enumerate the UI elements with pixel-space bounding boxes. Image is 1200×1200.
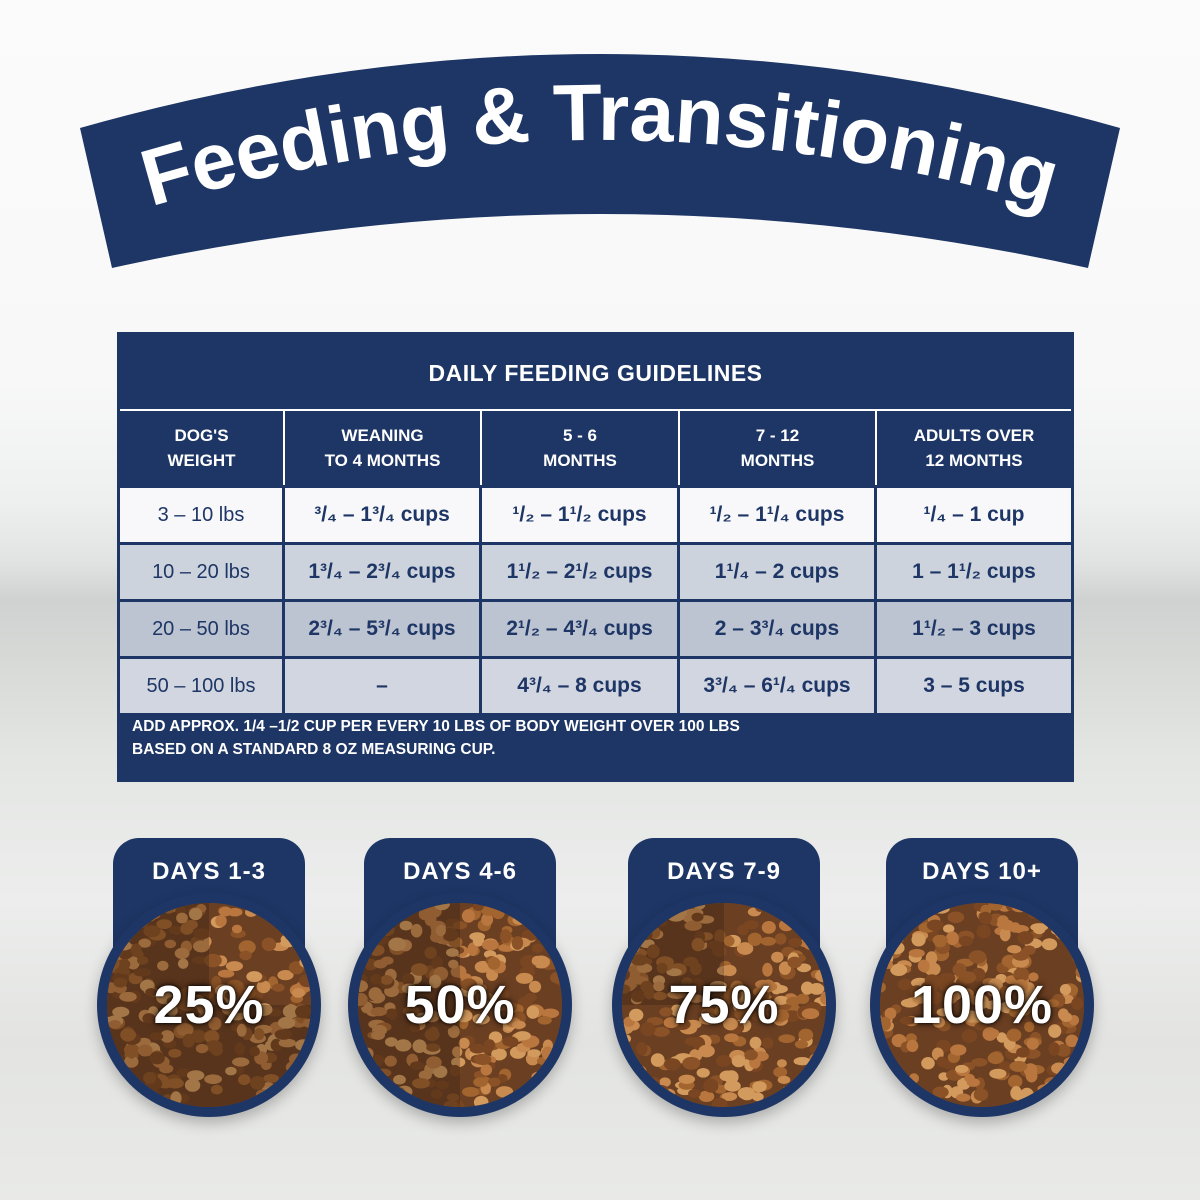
food-bowl: 75% <box>612 893 836 1117</box>
header-cell-line: ADULTS OVER <box>913 426 1035 445</box>
cups-cell: 2¹/₂ – 4³/₄ cups <box>482 599 680 656</box>
kibble-fill: 75% <box>622 903 826 1107</box>
kibble-fill: 100% <box>880 903 1084 1107</box>
table-row: 10 – 20 lbs 1³/₄ – 2³/₄ cups 1¹/₂ – 2¹/₂ c… <box>120 542 1071 599</box>
cups-cell: 3³/₄ – 6¹/₄ cups <box>680 656 877 713</box>
header-cell-line: 12 MONTHS <box>925 451 1023 470</box>
cups-cell: 1¹/₄ – 2 cups <box>680 542 877 599</box>
cups-cell: ¹/₂ – 1¹/₄ cups <box>680 485 877 542</box>
table-title: DAILY FEEDING GUIDELINES <box>428 359 763 386</box>
transition-percent: 75% <box>668 975 780 1035</box>
table-header-row: DOG'S WEIGHT WEANING TO 4 MONTHS 5 - 6 MONTHS… <box>120 409 1071 485</box>
transition-percent: 25% <box>153 975 265 1035</box>
cups-cell: – <box>285 656 482 713</box>
transition-percent: 100% <box>910 975 1054 1035</box>
table-footnote: ADD APPROX. 1/4 –1/2 CUP PER EVERY 10 LB… <box>132 715 1062 761</box>
weight-cell: 10 – 20 lbs <box>120 542 285 599</box>
kibble-texture <box>358 903 562 1107</box>
cups-cell: ³/₄ – 1³/₄ cups <box>285 485 482 542</box>
header-cell: WEANING TO 4 MONTHS <box>285 409 482 485</box>
cups-cell: 3 – 5 cups <box>877 656 1071 713</box>
transition-days-label: DAYS 1-3 <box>152 858 266 885</box>
weight-cell: 20 – 50 lbs <box>120 599 285 656</box>
table-row: 50 – 100 lbs –4³/₄ – 8 cups 3³/₄ – 6¹/₄ cu… <box>120 656 1071 713</box>
transition-days-label: DAYS 10+ <box>922 858 1042 885</box>
kibble-texture <box>880 903 1084 1107</box>
food-bowl: 100% <box>870 893 1094 1117</box>
header-cell: 7 - 12 MONTHS <box>680 409 877 485</box>
title-banner: Feeding & Transitioning <box>0 0 1200 300</box>
footnote-line-2: BASED ON A STANDARD 8 OZ MEASURING CUP. <box>132 741 496 758</box>
header-cell-line: WEIGHT <box>167 451 236 470</box>
kibble-fill: 25% <box>107 903 311 1107</box>
cups-cell: ¹/₄ – 1 cup <box>877 485 1071 542</box>
header-cell-line: MONTHS <box>740 451 815 470</box>
table-row: 20 – 50 lbs 2³/₄ – 5³/₄ cups 2¹/₂ – 4³/₄ c… <box>120 599 1071 656</box>
cups-cell: 1 – 1¹/₂ cups <box>877 542 1071 599</box>
kibble-texture <box>107 903 311 1107</box>
header-cell-line: 5 - 6 <box>562 426 597 445</box>
cups-cell: 4³/₄ – 8 cups <box>482 656 680 713</box>
header-cell-line: DOG'S <box>174 426 229 445</box>
old-food-portion <box>622 903 724 1005</box>
cups-cell: 1¹/₂ – 2¹/₂ cups <box>482 542 680 599</box>
transition-days-label: DAYS 4-6 <box>403 858 517 885</box>
cups-cell: ¹/₂ – 1¹/₂ cups <box>482 485 680 542</box>
old-food-portion <box>358 903 460 1107</box>
transition-percent: 50% <box>404 975 516 1035</box>
cups-cell: 1¹/₂ – 3 cups <box>877 599 1071 656</box>
kibble-fill: 50% <box>358 903 562 1107</box>
header-cell: DOG'S WEIGHT <box>120 409 285 485</box>
weight-cell: 50 – 100 lbs <box>120 656 285 713</box>
kibble-texture <box>622 903 826 1107</box>
weight-cell: 3 – 10 lbs <box>120 485 285 542</box>
footnote-line-1: ADD APPROX. 1/4 –1/2 CUP PER EVERY 10 LB… <box>132 718 740 735</box>
header-cell-line: 7 - 12 <box>755 426 800 445</box>
header-cell-line: TO 4 MONTHS <box>324 451 441 470</box>
food-bowl: 50% <box>348 893 572 1117</box>
cups-cell: 1³/₄ – 2³/₄ cups <box>285 542 482 599</box>
table-body: 3 – 10 lbs ³/₄ – 1³/₄ cups ¹/₂ – 1¹/₂ cups… <box>120 485 1071 713</box>
banner-arc-shape: Feeding & Transitioning <box>80 54 1120 268</box>
cups-cell: 2³/₄ – 5³/₄ cups <box>285 599 482 656</box>
feeding-guidelines-table: DAILY FEEDING GUIDELINES DOG'S WEIGHT WEAN… <box>117 332 1074 782</box>
header-cell-line: MONTHS <box>543 451 617 470</box>
header-cell: 5 - 6 MONTHS <box>482 409 680 485</box>
header-cell: ADULTS OVER 12 MONTHS <box>877 409 1071 485</box>
cups-cell: 2 – 3³/₄ cups <box>680 599 877 656</box>
food-bowl: 25% <box>97 893 321 1117</box>
header-cell-line: WEANING <box>341 426 424 445</box>
table-row: 3 – 10 lbs ³/₄ – 1³/₄ cups ¹/₂ – 1¹/₂ cups… <box>120 485 1071 542</box>
transition-days-label: DAYS 7-9 <box>667 858 781 885</box>
old-food-portion <box>107 903 311 1107</box>
